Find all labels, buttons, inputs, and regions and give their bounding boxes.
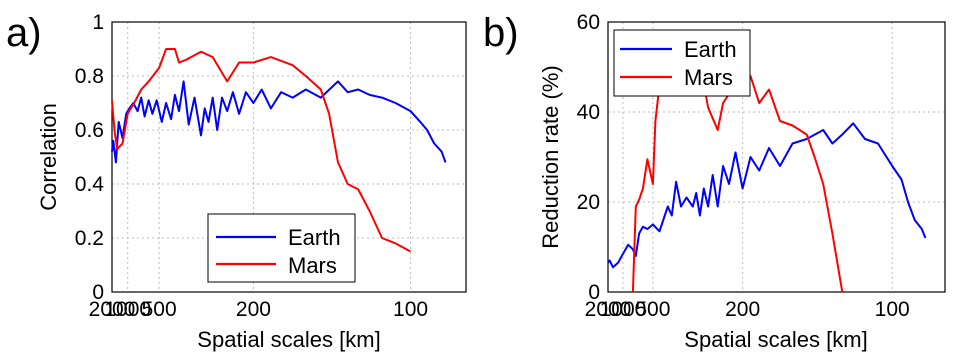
y-axis-label-a: Correlation: [36, 103, 61, 211]
y-axis-label-b: Reduction rate (%): [538, 65, 563, 248]
legend-a: Earth Mars: [207, 213, 356, 283]
y-tick-label: 0.6: [75, 119, 104, 142]
x-tick-label: 200: [725, 298, 760, 321]
x-tick-label: 100: [875, 298, 910, 321]
series-line-mars-a: [111, 48, 411, 253]
legend-b: Earth Mars: [613, 29, 751, 97]
series-line-earth-a: [111, 80, 447, 164]
y-tick-label: 0: [588, 281, 600, 304]
x-tick-label: 100: [393, 298, 428, 321]
plot-frame-b: [607, 21, 946, 293]
series-a: [111, 48, 447, 253]
x-tick-label: 1000: [104, 298, 151, 321]
y-tick-label: 0.2: [75, 227, 104, 250]
x-axis-label-a: Spatial scales [km]: [197, 327, 380, 352]
legend-label-mars-a: Mars: [288, 253, 337, 278]
legend-label-earth-a: Earth: [288, 225, 341, 250]
series-line-earth-b: [607, 122, 927, 269]
x-tick-label: 2000: [585, 298, 632, 321]
x-tick-label: 500: [142, 298, 177, 321]
x-tick-label: 200: [236, 298, 271, 321]
y-tick-label: 0.8: [75, 65, 104, 88]
y-tick-label: 60: [577, 11, 600, 34]
x-axis-label-b: Spatial scales [km]: [684, 327, 867, 352]
y-tick-label: 0: [92, 281, 104, 304]
x-tick-label: 2000: [89, 298, 136, 321]
y-tick-label: 40: [577, 101, 600, 124]
legend-box-a: [207, 213, 356, 283]
y-tick-label: 0.4: [75, 173, 105, 196]
legend-box-b: [613, 29, 751, 97]
y-tick-label: 1: [92, 11, 104, 34]
y-tick-label: 20: [577, 191, 600, 214]
legend-label-mars-b: Mars: [684, 65, 733, 90]
plot-frame-a: [111, 21, 467, 293]
x-tick-label: 1000: [600, 298, 647, 321]
panel-label-b: b): [483, 11, 519, 55]
legend-label-earth-b: Earth: [684, 37, 737, 62]
panel-label-a: a): [6, 11, 42, 55]
x-tick-label: 500: [635, 298, 670, 321]
